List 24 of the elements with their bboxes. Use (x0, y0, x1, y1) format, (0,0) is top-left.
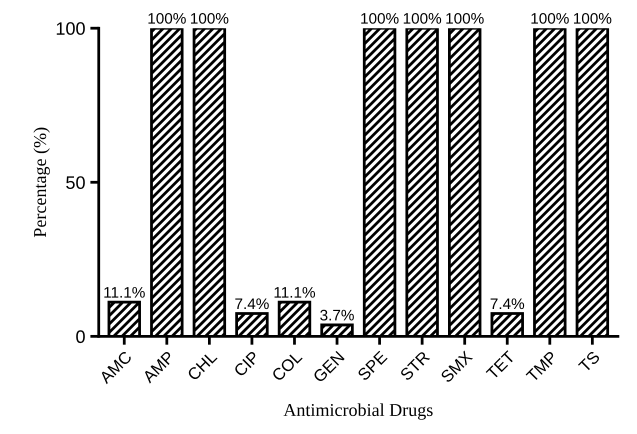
data-label: 11.1% (104, 286, 145, 298)
data-label: 7.4% (235, 298, 269, 310)
x-tick-label: TMP (526, 350, 558, 383)
data-label: 11.1% (274, 286, 316, 298)
x-tick-label: STR (399, 350, 430, 382)
x-axis-title: Antimicrobial Drugs (284, 403, 433, 420)
data-label: 7.4% (490, 298, 524, 310)
data-label: 100% (361, 12, 399, 24)
data-label: 100% (191, 12, 228, 24)
y-axis-title: Percentage (%) (33, 128, 50, 238)
x-tick-label: CIP (233, 350, 260, 378)
x-tick-label: TET (486, 350, 516, 380)
data-label: 100% (446, 12, 484, 24)
x-tick-label: TS (578, 350, 600, 373)
data-label: 100% (404, 12, 442, 24)
data-label: 3.7% (320, 310, 354, 321)
y-tick-label: 0 (76, 330, 85, 344)
x-tick-label: COL (271, 350, 303, 382)
data-label: 100% (574, 12, 612, 24)
data-label: 100% (531, 12, 569, 24)
x-tick-label: CHL (186, 350, 218, 382)
data-label: 100% (148, 12, 186, 24)
y-tick-label: 50 (66, 176, 85, 189)
y-tick-label: 100 (56, 22, 85, 35)
